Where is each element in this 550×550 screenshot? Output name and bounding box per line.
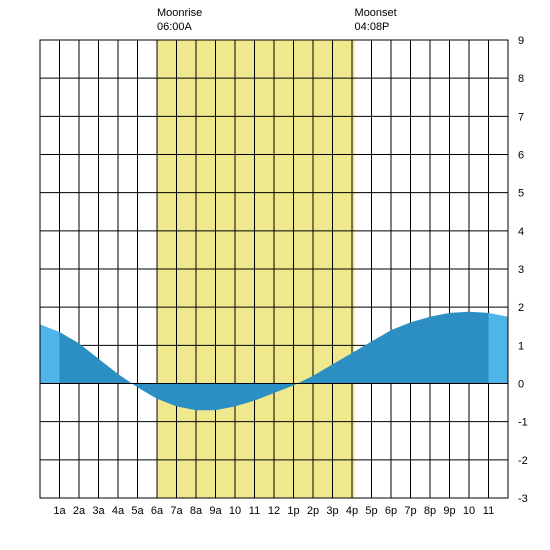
x-tick-label: 2p (307, 505, 319, 517)
moonset-time: 04:08P (355, 21, 390, 33)
y-tick-label: 5 (518, 188, 524, 200)
y-tick-label: 7 (518, 111, 524, 123)
x-tick-label: 6a (151, 505, 164, 517)
x-tick-label: 4a (112, 505, 125, 517)
x-tick-label: 8p (424, 505, 436, 517)
moonrise-label: Moonrise (157, 7, 202, 19)
x-tick-label: 11 (483, 505, 494, 517)
x-tick-label: 3p (326, 505, 338, 517)
tide-outer-right (489, 313, 509, 384)
x-tick-label: 2a (73, 505, 86, 517)
x-tick-label: 1a (53, 505, 66, 517)
y-tick-label: 9 (518, 35, 524, 47)
y-tick-label: 3 (518, 264, 524, 276)
x-tick-label: 11 (249, 505, 260, 517)
x-tick-label: 7a (170, 505, 183, 517)
x-tick-label: 8a (190, 505, 203, 517)
y-tick-label: 0 (518, 379, 524, 391)
x-tick-label: 12 (268, 505, 280, 517)
chart-svg: 1a2a3a4a5a6a7a8a9a1011121p2p3p4p5p6p7p8p… (0, 0, 550, 550)
x-tick-label: 4p (346, 505, 358, 517)
y-tick-label: 4 (518, 226, 524, 238)
x-tick-label: 7p (404, 505, 416, 517)
x-tick-label: 5a (131, 505, 144, 517)
tide-chart: 1a2a3a4a5a6a7a8a9a1011121p2p3p4p5p6p7p8p… (0, 0, 550, 550)
x-tick-label: 9a (209, 505, 222, 517)
x-tick-label: 5p (365, 505, 377, 517)
y-tick-label: -3 (518, 493, 528, 505)
y-tick-label: -2 (518, 455, 528, 467)
x-tick-label: 10 (229, 505, 241, 517)
x-tick-label: 6p (385, 505, 397, 517)
y-tick-label: 2 (518, 302, 524, 314)
y-tick-label: 6 (518, 150, 524, 162)
tide-outer-left (40, 324, 60, 383)
x-tick-label: 10 (463, 505, 475, 517)
y-tick-label: -1 (518, 417, 528, 429)
x-tick-label: 1p (287, 505, 299, 517)
moonset-label: Moonset (355, 7, 397, 19)
y-tick-label: 8 (518, 73, 524, 85)
y-tick-label: 1 (518, 340, 524, 352)
moonrise-time: 06:00A (157, 21, 193, 33)
x-tick-label: 9p (443, 505, 455, 517)
x-tick-label: 3a (92, 505, 105, 517)
